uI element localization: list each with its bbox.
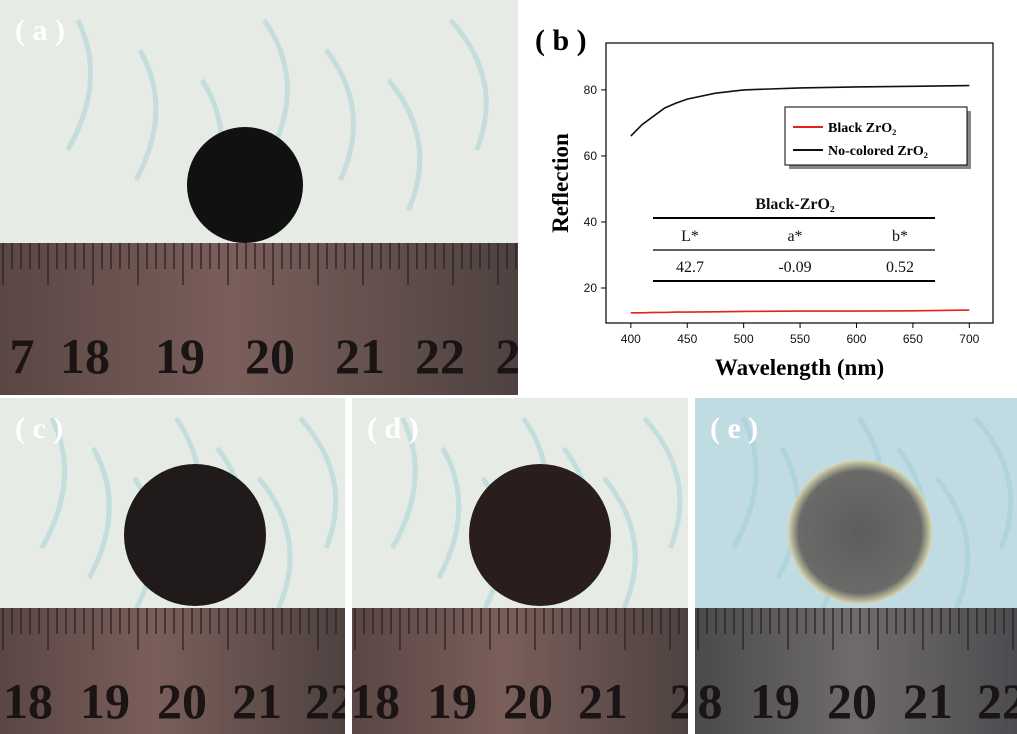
photo-d: 18 19 20 21 2 ( d ) — [350, 398, 695, 734]
panel-label: ( c ) — [15, 412, 63, 445]
ruler-number: 20 — [157, 673, 207, 729]
table-cell: 0.52 — [886, 259, 914, 276]
ruler-number: 21 — [335, 328, 385, 384]
ruler-number: 19 — [427, 673, 477, 729]
x-tick-label: 550 — [790, 332, 810, 346]
ruler-number: 8 — [698, 673, 723, 729]
legend-label: No-colored ZrO₂ — [828, 144, 928, 159]
sample-disk — [788, 460, 932, 604]
panel-label: ( d ) — [367, 412, 419, 445]
table-cell: 42.7 — [676, 259, 704, 276]
ruler-number: 7 — [10, 328, 35, 384]
ruler-number: 21 — [903, 673, 953, 729]
y-tick-label: 20 — [584, 281, 598, 295]
legend-label: Black ZrO₂ — [828, 121, 896, 136]
figure: 718192021222( a )1819202122( c )18192021… — [0, 0, 1017, 734]
x-axis-label: Wavelength (nm) — [715, 355, 884, 380]
table-header: b* — [892, 228, 908, 245]
photo-c: 18 19 20 21 22 ( c ) — [0, 398, 355, 734]
sample-disk — [469, 464, 611, 606]
ruler-number: 22 — [977, 673, 1017, 729]
data-line — [631, 310, 970, 313]
table-header: a* — [787, 228, 802, 245]
panel-label: ( e ) — [710, 412, 758, 445]
x-tick-label: 600 — [846, 332, 866, 346]
ruler-number: 19 — [155, 328, 205, 384]
ruler-number: 21 — [232, 673, 282, 729]
ruler-number: 20 — [503, 673, 553, 729]
y-tick-label: 40 — [584, 215, 598, 229]
ruler-number: 20 — [245, 328, 295, 384]
ruler-number: 18 — [3, 673, 53, 729]
ruler-number: 19 — [80, 673, 130, 729]
table-cell: -0.09 — [778, 259, 811, 276]
x-tick-label: 700 — [959, 332, 979, 346]
x-tick-label: 650 — [903, 332, 923, 346]
ruler-number: 18 — [60, 328, 110, 384]
panel-label: ( b ) — [535, 24, 587, 57]
table-header: L* — [681, 228, 699, 245]
ruler-number: 20 — [827, 673, 877, 729]
panel-label: ( a ) — [15, 14, 65, 47]
y-tick-label: 60 — [584, 149, 598, 163]
ruler-number: 18 — [350, 673, 400, 729]
x-tick-label: 450 — [677, 332, 697, 346]
ruler-number: 22 — [415, 328, 465, 384]
sample-disk — [187, 127, 303, 243]
ruler-number: 2 — [496, 328, 521, 384]
x-tick-label: 400 — [621, 332, 641, 346]
ruler-number: 21 — [578, 673, 628, 729]
y-tick-label: 80 — [584, 83, 598, 97]
photo-e: 8 19 20 21 22 ( e ) — [695, 398, 1017, 734]
ruler-number: 22 — [305, 673, 355, 729]
x-tick-label: 500 — [734, 332, 754, 346]
ruler-number: 19 — [750, 673, 800, 729]
table-title: Black-ZrO₂ — [755, 196, 835, 213]
y-axis-label: Reflection — [548, 133, 573, 233]
ruler-number: 2 — [670, 673, 695, 729]
sample-disk — [124, 464, 266, 606]
